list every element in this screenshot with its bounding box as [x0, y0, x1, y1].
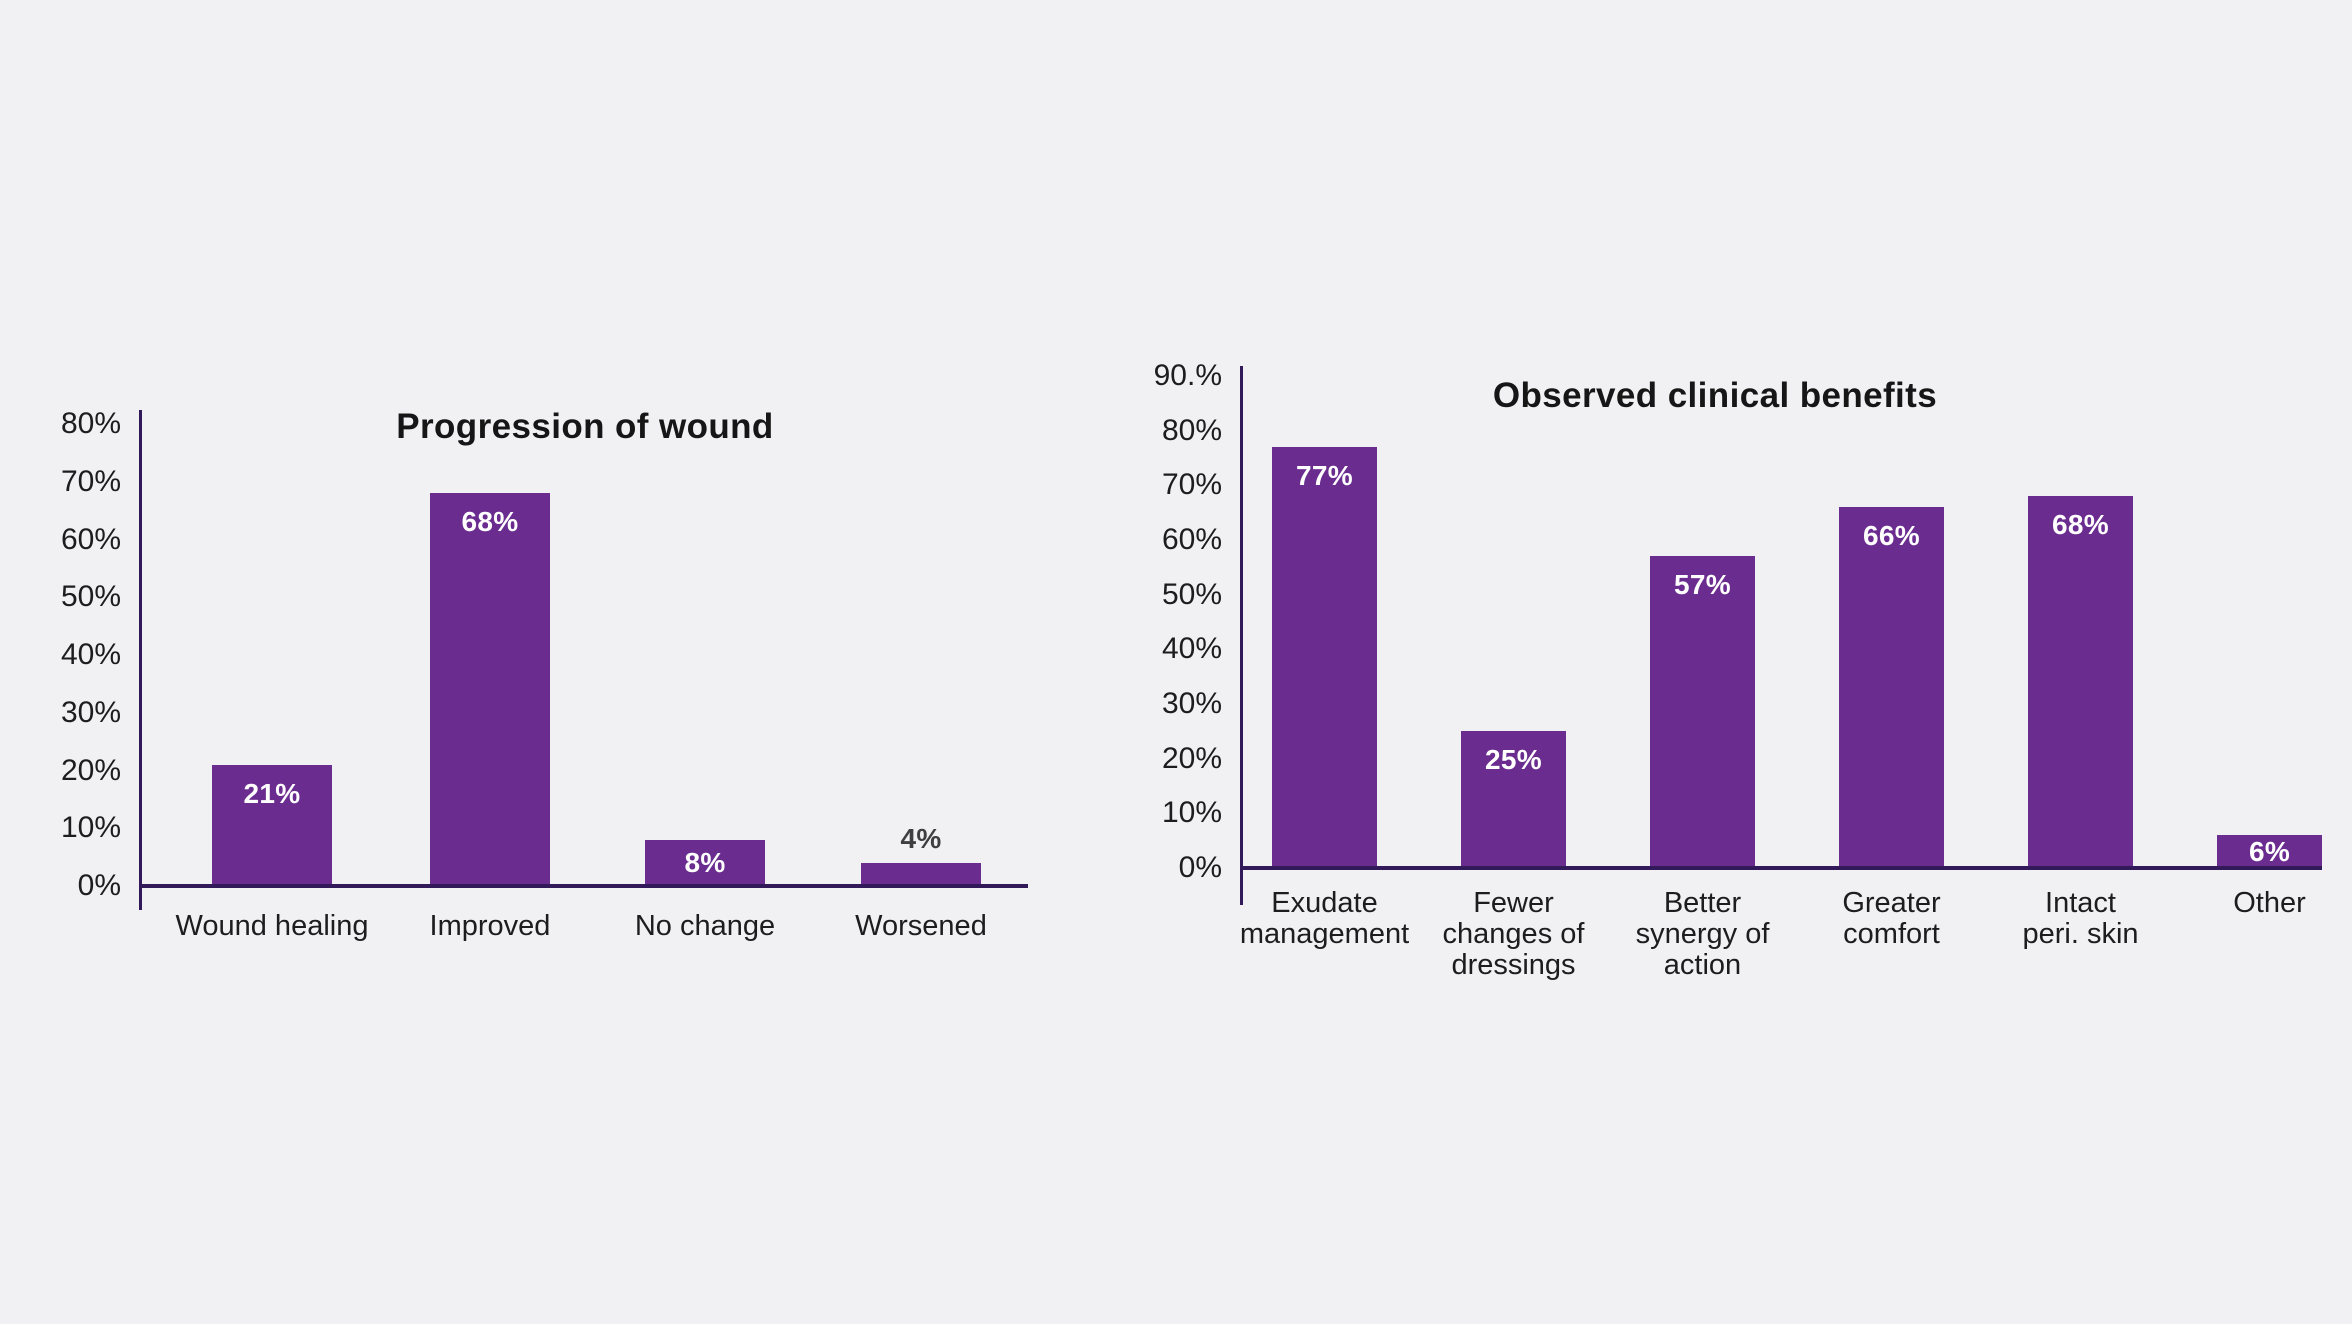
- x-axis-category-label: Other: [2155, 888, 2352, 919]
- y-axis-tick-label: 60%: [60, 522, 121, 556]
- x-axis-category-label: Wound healing: [132, 909, 412, 943]
- bar: [1650, 556, 1755, 866]
- y-axis-tick-label: 10%: [1161, 796, 1222, 830]
- category-label-line: action: [1663, 949, 1742, 981]
- category-label-line: synergy of: [1635, 918, 1770, 950]
- bar-value-label: 66%: [1863, 520, 1920, 551]
- bar-value-label: 6%: [2248, 835, 2291, 867]
- y-axis-tick-label: 30%: [1161, 686, 1222, 720]
- category-label-line: Improved: [429, 910, 551, 942]
- category-label-line: Other: [2233, 887, 2306, 919]
- bar: [2217, 835, 2322, 866]
- bar-value-label: 77%: [1296, 460, 1353, 491]
- y-axis-tick-label: 0%: [1178, 851, 1222, 884]
- bar-value-label: 4%: [900, 823, 942, 854]
- category-label-line: Greater: [1842, 887, 1941, 919]
- x-axis-category-label: No change: [565, 909, 845, 943]
- y-axis-tick-label: 70%: [60, 464, 121, 498]
- chart-title: Observed clinical benefits: [1492, 376, 1938, 416]
- x-axis-category-label: Intact peri. skin: [1966, 888, 2196, 950]
- bar-value-label: 68%: [2052, 509, 2109, 540]
- y-axis-tick-label: 50%: [1161, 577, 1222, 611]
- y-axis-line: [1240, 366, 1243, 905]
- y-axis-tick-label: 80%: [1161, 413, 1222, 447]
- y-axis-tick-label: 40%: [1161, 632, 1222, 666]
- category-label-line: changes of: [1442, 918, 1585, 950]
- y-axis-tick-label: 60%: [1161, 522, 1222, 556]
- x-axis-category-label: Worsened: [781, 909, 1061, 943]
- y-axis-tick-label: 70%: [1161, 468, 1222, 502]
- category-label-line: No change: [634, 910, 776, 942]
- bar: [645, 840, 765, 884]
- bar-value-label: 21%: [243, 778, 301, 809]
- x-axis-category-label: Exudate management: [1210, 888, 1440, 950]
- bar: [1272, 447, 1377, 866]
- bar: [212, 765, 332, 884]
- y-axis-line: [139, 410, 142, 910]
- category-label-line: Wound healing: [175, 910, 369, 942]
- bar-value-label: 25%: [1485, 744, 1542, 775]
- category-label-line: Better: [1663, 887, 1742, 919]
- x-axis-line: [1240, 866, 2322, 870]
- bar: [1839, 507, 1944, 866]
- x-axis-category-label: Greater comfort: [1777, 888, 2007, 950]
- category-label-line: dressings: [1451, 949, 1576, 981]
- bar-value-label: 8%: [684, 847, 726, 878]
- y-axis-tick-label: 10%: [60, 811, 121, 845]
- x-axis-category-label: Improved: [350, 909, 630, 943]
- y-axis-tick-label: 20%: [1161, 741, 1222, 775]
- category-label-line: Fewer: [1473, 887, 1554, 919]
- y-axis-tick-label: 30%: [60, 695, 121, 729]
- bar-value-label: 68%: [461, 506, 519, 537]
- category-label-line: management: [1239, 918, 1410, 950]
- bar: [1461, 731, 1566, 866]
- bar: [430, 493, 550, 884]
- chart-title: Progression of wound: [396, 407, 774, 447]
- x-axis-category-label: Better synergy of action: [1588, 888, 1818, 981]
- category-label-line: Intact: [2045, 887, 2116, 919]
- x-axis-line: [139, 884, 1028, 888]
- y-axis-tick-label: 40%: [60, 638, 121, 671]
- y-axis-tick-label: 50%: [60, 580, 121, 614]
- category-label-line: comfort: [1843, 918, 1940, 950]
- category-label-line: Worsened: [855, 910, 987, 942]
- y-axis-tick-label: 0%: [77, 869, 121, 902]
- category-label-line: Exudate: [1271, 887, 1378, 919]
- x-axis-category-label: Fewer changes of dressings: [1399, 888, 1629, 981]
- y-axis-tick-label: 80%: [60, 407, 121, 440]
- bar: [2028, 496, 2133, 866]
- y-axis-tick-label: 20%: [60, 753, 121, 787]
- bar-value-label: 57%: [1674, 569, 1731, 600]
- category-label-line: peri. skin: [2022, 918, 2139, 950]
- bar: [861, 863, 981, 884]
- y-axis-tick-label: 90.%: [1153, 358, 1222, 392]
